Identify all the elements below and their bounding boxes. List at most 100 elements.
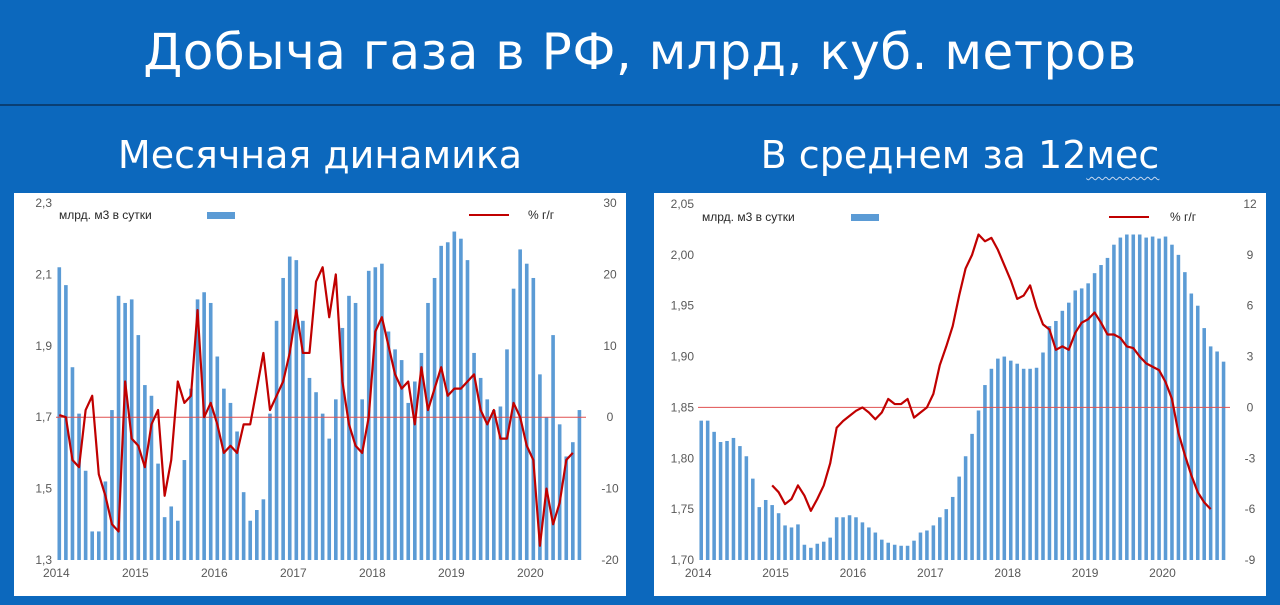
y-right-tick-label: 9 (1247, 248, 1254, 262)
bar (162, 517, 167, 560)
bar (419, 352, 424, 560)
bar (380, 263, 384, 560)
bar (445, 242, 450, 560)
bar (744, 456, 749, 560)
bar (472, 352, 476, 560)
bar (96, 531, 101, 560)
bar (320, 413, 325, 560)
bar (918, 532, 923, 560)
bar (334, 399, 338, 560)
bar (577, 410, 582, 560)
right-subtitle-main: В среднем за 12 (760, 133, 1087, 177)
bar (1034, 367, 1039, 560)
bar (854, 517, 858, 560)
bar (241, 492, 246, 560)
y-right-tick-label: 12 (1243, 197, 1257, 211)
y-right-tick-label: -6 (1245, 502, 1256, 516)
bar (353, 302, 358, 560)
bar (426, 302, 430, 560)
y-right-tick-label: 0 (607, 410, 614, 424)
bar (892, 544, 897, 560)
bar (294, 260, 299, 560)
bar (1131, 234, 1136, 560)
bar (944, 509, 949, 560)
bar (1157, 238, 1161, 560)
bar (459, 238, 463, 560)
bar (261, 499, 266, 560)
bar (996, 358, 1000, 560)
bar (307, 377, 312, 560)
y-right-tick-label: 3 (1247, 350, 1254, 364)
title-divider (0, 104, 1280, 106)
bar (1105, 257, 1110, 560)
bar (989, 368, 994, 560)
bar (1163, 236, 1168, 561)
bar (763, 499, 768, 560)
bar (1041, 352, 1045, 560)
bar (123, 302, 127, 560)
bar (1137, 234, 1142, 560)
page-title: Добыча газа в РФ, млрд, куб. метров (143, 23, 1137, 81)
x-tick-label: 2016 (201, 566, 228, 580)
bar (1067, 302, 1071, 560)
bar (783, 525, 787, 560)
y-left-tick-label: 1,3 (35, 553, 52, 567)
bar (821, 541, 826, 560)
bar (815, 543, 820, 560)
bar (834, 517, 839, 560)
x-tick-label: 2014 (43, 566, 70, 580)
bar (1008, 360, 1013, 560)
y-left-tick-label: 2,1 (35, 267, 52, 281)
bar (899, 545, 903, 560)
bar (492, 410, 496, 560)
bar (776, 513, 781, 560)
bar (327, 438, 332, 560)
legend-bars-swatch (207, 212, 235, 219)
bar (1073, 290, 1078, 560)
bar (1150, 236, 1155, 561)
bar (175, 520, 180, 560)
bar (867, 527, 871, 560)
bar (432, 277, 437, 560)
bar (156, 463, 160, 560)
bar (925, 530, 929, 560)
bar (182, 460, 187, 560)
bar (557, 424, 562, 560)
bar (738, 446, 742, 560)
x-tick-label: 2018 (994, 566, 1021, 580)
bar (531, 277, 536, 560)
bar (90, 531, 95, 560)
bar (1221, 361, 1226, 560)
bar (1202, 328, 1206, 560)
bar (248, 520, 253, 560)
x-tick-label: 2020 (1149, 566, 1176, 580)
bar (1047, 326, 1052, 560)
x-tick-label: 2019 (438, 566, 465, 580)
bar (1215, 351, 1219, 560)
bar (373, 267, 378, 560)
x-tick-label: 2019 (1072, 566, 1099, 580)
bar (116, 295, 121, 560)
bar (873, 532, 878, 560)
bar (1086, 283, 1090, 560)
x-tick-label: 2018 (359, 566, 386, 580)
bar (340, 327, 345, 560)
y-right-tick-label: 30 (603, 196, 617, 210)
y-right-tick-label: -10 (601, 482, 619, 496)
bar (976, 410, 981, 560)
y-right-tick-label: 10 (603, 339, 617, 353)
bar (103, 481, 108, 560)
bar (360, 399, 364, 560)
bar (110, 410, 114, 560)
bar (789, 527, 794, 560)
bar (485, 399, 490, 560)
bar (314, 392, 318, 560)
bar (511, 288, 516, 560)
bar (757, 507, 762, 560)
bar (538, 374, 542, 560)
bar (498, 406, 503, 560)
x-tick-label: 2017 (917, 566, 944, 580)
y-left-tick-label: 2,00 (671, 248, 695, 262)
bar (841, 517, 845, 560)
y-left-tick-label: 1,80 (671, 451, 695, 465)
